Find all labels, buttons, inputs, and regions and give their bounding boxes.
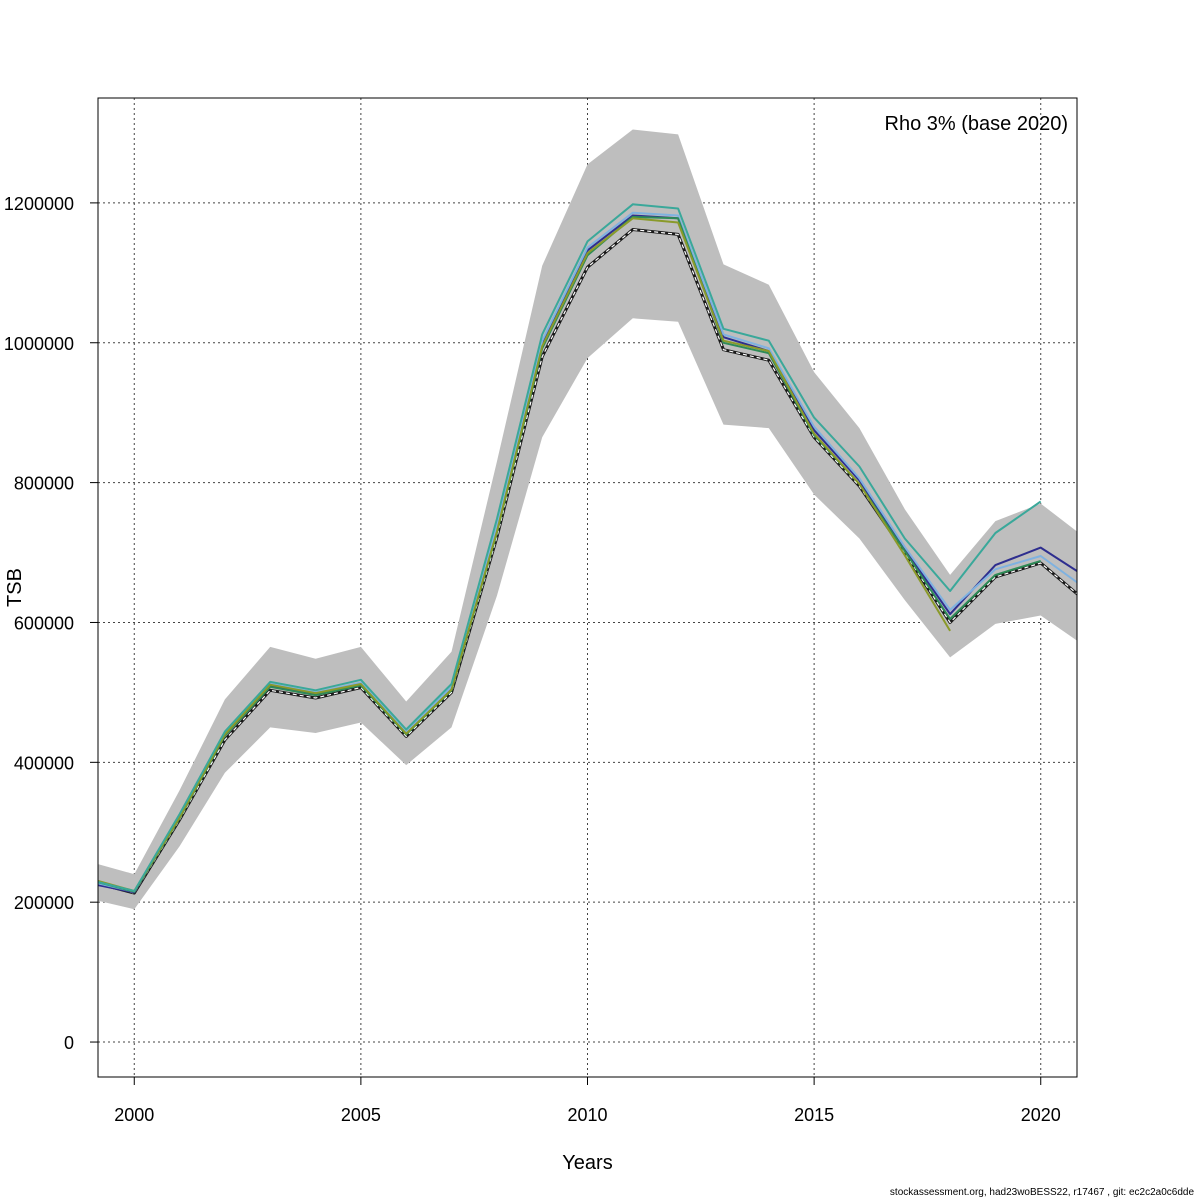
axis-ticks: 2000 2005 2010 2015 2020 0 200000 400000 600000 8… — [4, 194, 1061, 1125]
confidence-band — [98, 129, 1077, 910]
x-tick-label-2020: 2020 — [1021, 1105, 1061, 1125]
x-tick-label-2005: 2005 — [341, 1105, 381, 1125]
series-line-4 — [98, 217, 951, 892]
x-tick-label-2015: 2015 — [794, 1105, 834, 1125]
series-line-5 — [98, 203, 1042, 892]
x-tick-label-2010: 2010 — [567, 1105, 607, 1125]
y-tick-label-200000: 200000 — [14, 893, 74, 913]
y-tick-label-1200000: 1200000 — [4, 194, 74, 214]
grid — [98, 98, 1077, 1077]
y-tick-label-400000: 400000 — [14, 753, 74, 773]
y-tick-label-1000000: 1000000 — [4, 334, 74, 354]
x-axis-title: Years — [562, 1152, 612, 1174]
footer-caption: stockassessment.org, had23woBESS22, r174… — [889, 1187, 1194, 1198]
y-tick-label-800000: 800000 — [14, 474, 74, 494]
confidence-band-layer — [98, 129, 1077, 910]
y-tick-label-0: 0 — [64, 1033, 74, 1053]
series-layer — [98, 203, 1077, 895]
series-line-0-dash — [98, 228, 1077, 894]
y-tick-label-600000: 600000 — [14, 613, 74, 633]
legend-label: Rho 3% (base 2020) — [885, 113, 1068, 135]
y-axis-title: TSB — [4, 568, 26, 607]
x-tick-label-2000: 2000 — [114, 1105, 154, 1125]
